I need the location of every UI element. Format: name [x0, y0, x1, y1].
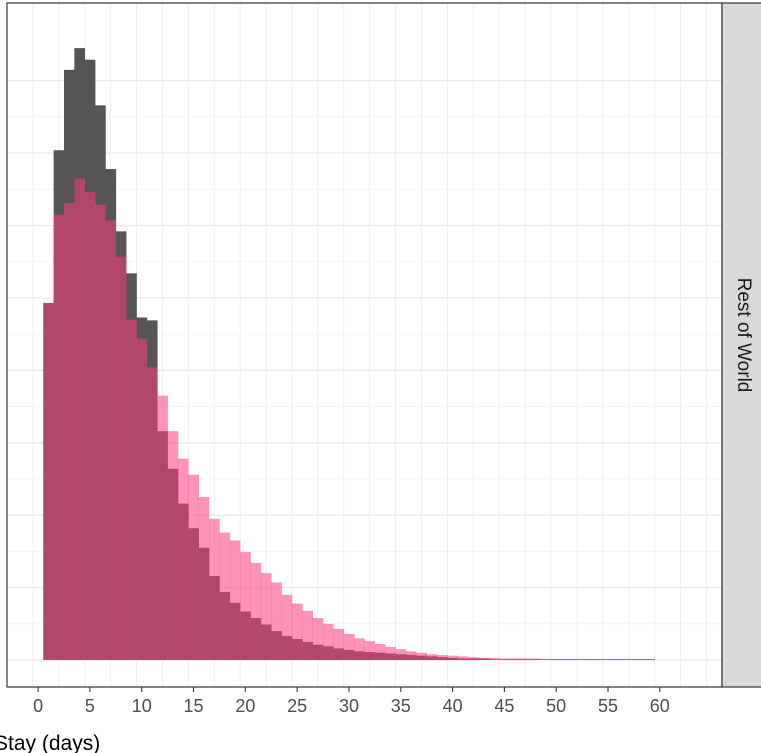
histogram-bar — [582, 659, 593, 660]
histogram-bar — [53, 214, 65, 661]
histogram-bar — [509, 658, 521, 660]
histogram-bar — [115, 256, 127, 660]
histogram-bar — [468, 657, 479, 660]
histogram-bar — [488, 657, 500, 660]
histogram-bar — [271, 582, 282, 660]
histogram-bar — [416, 652, 427, 660]
histogram-bar — [126, 319, 137, 660]
histogram-bar — [84, 192, 96, 660]
histogram-bar — [136, 338, 148, 660]
histogram-bar — [323, 623, 334, 660]
histogram-bar — [540, 659, 552, 660]
histogram-bar — [437, 654, 448, 660]
histogram-bar — [105, 220, 117, 660]
histogram-bar — [250, 562, 262, 660]
x-tick-label: 50 — [546, 696, 566, 716]
histogram-bar — [457, 656, 469, 660]
x-tick-label: 20 — [235, 696, 255, 716]
x-tick-label: 10 — [132, 696, 152, 716]
histogram-bar — [374, 644, 386, 660]
histogram-bar — [364, 641, 376, 660]
histogram-bar — [447, 655, 459, 660]
histogram-bar — [302, 610, 313, 660]
histogram-bar — [613, 659, 624, 660]
histogram-bar — [385, 646, 396, 660]
histogram-bar — [405, 651, 417, 660]
histogram-bar — [291, 603, 303, 660]
histogram-bar — [644, 659, 655, 660]
histogram-bar — [177, 458, 189, 660]
facet-strip: Rest of World — [721, 2, 761, 688]
facet-label: Rest of World — [733, 278, 754, 393]
histogram-bar — [167, 431, 179, 660]
histogram-bar — [519, 658, 531, 660]
x-tick-label: 35 — [391, 696, 411, 716]
histogram-bar — [478, 657, 490, 660]
x-tick-label: 5 — [85, 696, 95, 716]
histogram-bar — [146, 367, 158, 660]
x-tick-label: 45 — [494, 696, 514, 716]
x-tick-label: 40 — [443, 696, 463, 716]
histogram-bar — [43, 303, 54, 660]
x-tick-label: 15 — [184, 696, 204, 716]
histogram-bar — [188, 474, 200, 660]
histogram-bar — [571, 659, 583, 660]
series-pink-bars — [43, 178, 655, 661]
x-tick-label: 0 — [33, 696, 43, 716]
x-tick-label: 30 — [339, 696, 359, 716]
histogram-bar — [312, 618, 324, 660]
x-axis-title: Stay (days) — [0, 732, 100, 753]
histogram-bar — [95, 204, 106, 660]
histogram-bar — [395, 649, 407, 660]
histogram-bar — [530, 658, 541, 660]
x-axis: 0 5 10 15 20 25 30 35 40 45 50 55 60 — [33, 687, 670, 716]
histogram-bar — [198, 497, 210, 660]
histogram-bar — [426, 654, 438, 660]
histogram-bar — [343, 633, 355, 660]
x-tick-label: 55 — [598, 696, 618, 716]
histogram-bar — [260, 573, 272, 660]
histogram-bar — [209, 518, 220, 660]
histogram-bar — [229, 540, 241, 660]
x-tick-label: 60 — [650, 696, 670, 716]
histogram-bar — [281, 594, 293, 660]
histogram-bar — [561, 659, 573, 660]
histogram-bar — [157, 395, 168, 660]
histogram-bar — [63, 203, 75, 660]
histogram-bar — [551, 659, 562, 660]
histogram-bar — [633, 659, 645, 660]
histogram-bar — [592, 659, 604, 660]
histogram-bar — [354, 638, 365, 660]
histogram-bar — [240, 552, 251, 660]
facet-strip-background — [721, 2, 761, 688]
histogram-bar — [333, 628, 345, 660]
histogram-bar — [74, 178, 86, 660]
histogram-bar — [623, 659, 635, 660]
x-tick-label: 25 — [287, 696, 307, 716]
histogram-bar — [499, 658, 510, 660]
histogram-bar — [602, 659, 614, 660]
histogram-bar — [219, 532, 231, 660]
